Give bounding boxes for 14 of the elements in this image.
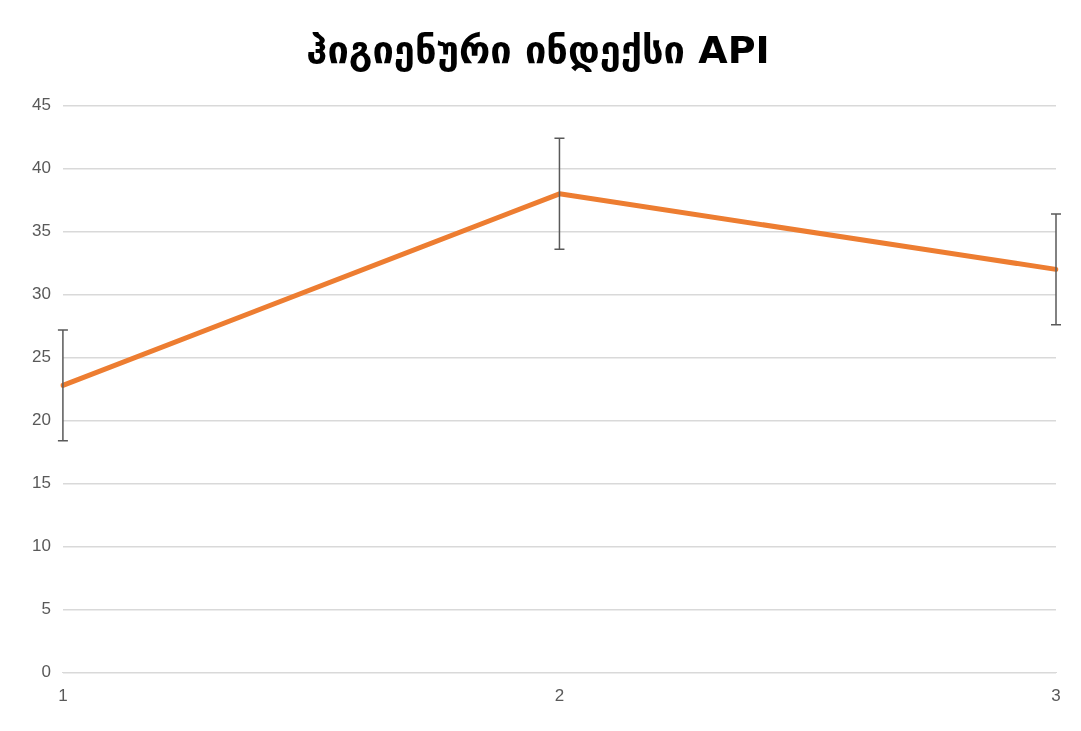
x-tick-label: 1: [58, 686, 68, 706]
y-tick-label: 20: [31, 410, 51, 430]
y-tick-label: 45: [31, 95, 51, 115]
x-tick-label: 3: [1051, 686, 1061, 706]
x-tick-label: 2: [554, 686, 565, 706]
y-tick-label: 0: [41, 662, 51, 682]
y-tick-label: 15: [31, 473, 51, 493]
y-tick-label: 35: [31, 221, 51, 241]
chart-title: ჰიგიენური ინდექსი API: [306, 27, 770, 72]
y-tick-label: 10: [31, 536, 51, 556]
y-tick-label: 30: [31, 284, 51, 304]
y-tick-label: 5: [41, 599, 51, 619]
y-tick-label: 25: [31, 347, 51, 367]
y-tick-label: 40: [31, 158, 51, 178]
